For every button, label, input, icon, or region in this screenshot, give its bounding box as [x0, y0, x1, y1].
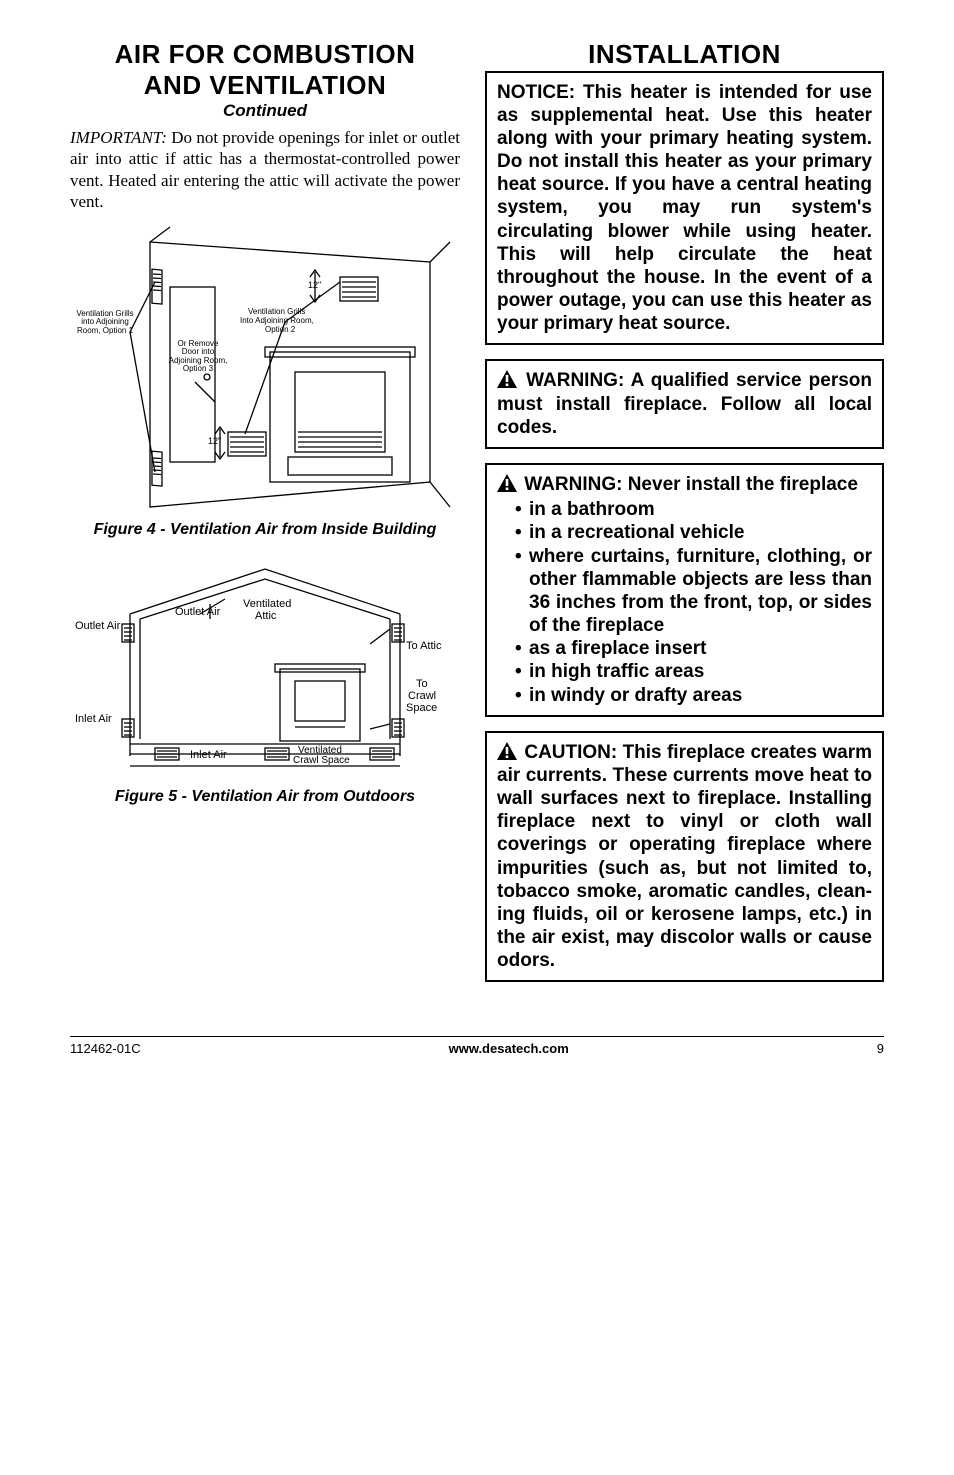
caution-box: CAUTION: This fireplace cre­ates warm ai… [485, 731, 884, 983]
warning-1-body: WARNING: A qualified ser­vice person mus… [497, 370, 872, 437]
fig5-vent-attic-l2: Attic [255, 610, 277, 622]
notice-text: NOTICE: This heater is intended for use … [497, 81, 872, 336]
fig4-label-12bot: 12" [208, 436, 221, 446]
warn2-item: in a recreational vehicle [515, 521, 872, 544]
fig5-inlet-air-left: Inlet Air [75, 714, 123, 725]
fig5-inlet-air-bottom: Inlet Air [190, 749, 227, 761]
warning-2-lead: WARNING: Never install the fireplace [497, 473, 872, 496]
footer: 112462-01C www.desatech.com 9 [70, 1036, 884, 1056]
fig5-outlet-air-left: Outlet Air [75, 621, 123, 632]
warn2-item: in windy or drafty areas [515, 684, 872, 707]
fig5-to-crawl-l1: To [416, 678, 428, 690]
two-column-layout: AIR FOR COMBUSTION AND VENTILATION Conti… [70, 40, 884, 996]
right-heading: INSTALLATION [485, 40, 884, 69]
continued-label: Continued [70, 101, 460, 121]
warn2-item: in a bathroom [515, 498, 872, 521]
figure-4: 12" 12" Ventilation Grills into Adjoinin… [70, 222, 460, 539]
fig5-to-crawl-l2: Crawl [408, 690, 436, 702]
important-paragraph: IMPORTANT: Do not provide openings for i… [70, 127, 460, 212]
figure-5-caption: Figure 5 - Ventilation Air from Outdoors [70, 787, 460, 806]
warning-triangle-icon [497, 474, 517, 492]
fig5-vent-crawl-l2: Crawl Space [293, 755, 350, 766]
important-label: IMPORTANT: [70, 128, 167, 147]
fig4-label-12top: 12" [308, 280, 321, 290]
caution-body: CAUTION: This fireplace cre­ates warm ai… [497, 742, 872, 972]
figure-4-svg: 12" 12" Ventilation Grills into Adjoinin… [70, 222, 460, 512]
warn2-item: as a fireplace insert [515, 637, 872, 660]
figure-5-svg: Outlet Air Inlet Air Outlet Air Ventilat… [70, 559, 460, 779]
figure-5: Outlet Air Inlet Air Outlet Air Ventilat… [70, 559, 460, 806]
warn2-item: where curtains, furniture, clothing, or … [515, 545, 872, 638]
warning-2-list: in a bathroom in a recreational vehicle … [497, 498, 872, 707]
warning-triangle-icon [497, 742, 517, 760]
fig5-outlet-air-center: Outlet Air [175, 607, 225, 618]
fig5-vent-attic-l1: Ventilated [243, 598, 291, 610]
fig4-label-grill2-l2: Into Adjoining Room, [240, 316, 314, 325]
figure-4-caption: Figure 4 - Ventilation Air from Inside B… [70, 520, 460, 539]
warn2-item: in high traffic areas [515, 660, 872, 683]
warning-box-2: WARNING: Never install the fireplace in … [485, 463, 884, 717]
fig4-label-or-remove: Or Remove Door into Adjoining Room, Opti… [168, 340, 228, 374]
left-column: AIR FOR COMBUSTION AND VENTILATION Conti… [70, 40, 460, 996]
fig5-to-crawl-l3: Space [406, 702, 437, 714]
warning-1-text: WARNING: A qualified ser­vice person mus… [497, 369, 872, 439]
footer-url: www.desatech.com [449, 1041, 569, 1056]
fig4-label-grill2-l1: Ventilation Grills [248, 307, 305, 316]
footer-doc-id: 112462-01C [70, 1041, 141, 1056]
fig5-to-attic: To Attic [406, 640, 442, 652]
left-heading-line1: AIR FOR COMBUSTION [70, 40, 460, 69]
right-column: INSTALLATION NOTICE: This heater is inte… [485, 40, 884, 996]
notice-box: NOTICE: This heater is intended for use … [485, 71, 884, 346]
caution-text: CAUTION: This fireplace cre­ates warm ai… [497, 741, 872, 973]
footer-page-number: 9 [877, 1041, 884, 1056]
fig4-label-grill2-l3: Option 2 [265, 325, 296, 334]
warning-box-1: WARNING: A qualified ser­vice person mus… [485, 359, 884, 449]
warning-2-lead-text: WARNING: Never install the fireplace [519, 474, 858, 495]
fig4-label-vent-grills-1: Ventilation Grills into Adjoining Room, … [70, 310, 140, 335]
warning-triangle-icon [497, 370, 517, 388]
left-heading-line2: AND VENTILATION [70, 71, 460, 100]
page: AIR FOR COMBUSTION AND VENTILATION Conti… [0, 0, 954, 1475]
